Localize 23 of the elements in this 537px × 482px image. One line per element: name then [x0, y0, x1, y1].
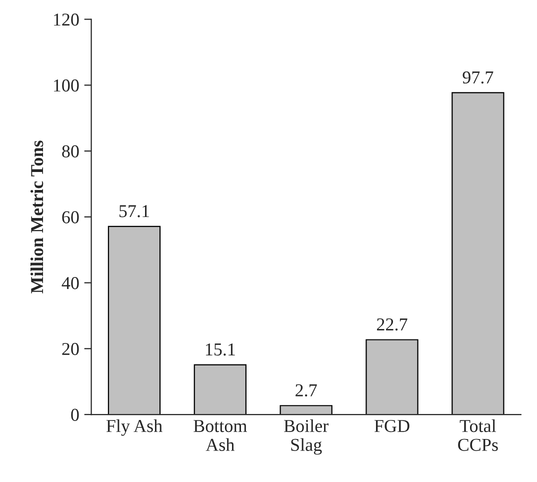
- x-tick-label: FGD: [374, 420, 410, 432]
- y-axis-title: Million Metric Tons: [30, 140, 44, 294]
- x-tick-label: Boiler Slag: [284, 419, 328, 455]
- bar: [194, 364, 246, 415]
- y-tick-label: 100: [54, 79, 79, 92]
- bar: [280, 405, 332, 415]
- data-label: 97.7: [462, 71, 494, 84]
- x-tick-label: Fly Ash: [106, 419, 162, 436]
- bar: [452, 92, 504, 415]
- data-label: 15.1: [206, 343, 235, 356]
- y-tick-label: 80: [62, 145, 79, 158]
- x-tick-label: Bottom Ash: [194, 420, 247, 451]
- bar: [366, 339, 418, 415]
- y-tick-label: 20: [62, 342, 79, 356]
- bar: [108, 226, 161, 415]
- data-label: 22.7: [377, 318, 408, 331]
- y-tick-label: 40: [62, 277, 79, 290]
- data-label: 57.1: [120, 205, 149, 218]
- data-label: 2.7: [296, 384, 317, 396]
- y-tick-label: 120: [54, 14, 79, 26]
- y-tick-label: 0: [71, 408, 79, 421]
- y-tick-label: 60: [62, 211, 79, 224]
- x-tick-label: Total CCPs: [458, 419, 498, 451]
